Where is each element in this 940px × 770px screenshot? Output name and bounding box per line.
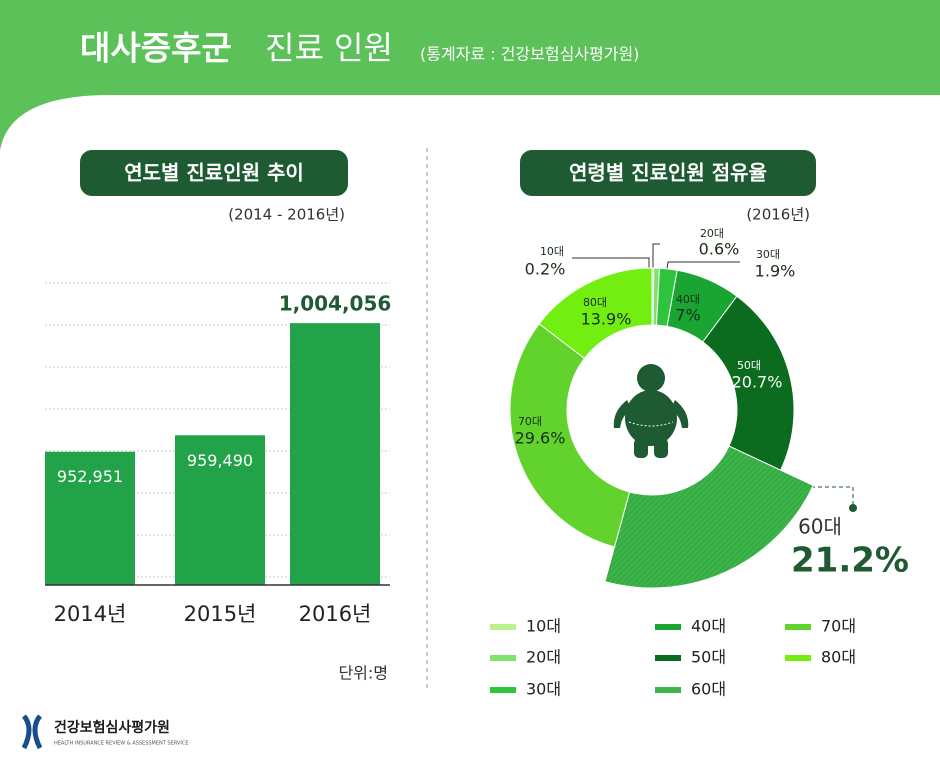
x-tick-label: 2016년 (299, 602, 372, 626)
center-icon (613, 364, 689, 458)
title-main: 대사증후군 (80, 29, 232, 68)
legend-swatch (785, 624, 811, 630)
title-pill (520, 150, 816, 196)
footer-org: 건강보험심사평가원 (54, 719, 170, 736)
legend-swatch (785, 655, 811, 661)
source: (통계자료 : 건강보험심사평가원) (420, 45, 639, 64)
slice-value: 29.6% (515, 429, 566, 448)
slice-category: 70대 (518, 415, 542, 428)
x-tick-label: 2015년 (184, 602, 257, 626)
legend-label: 80대 (821, 648, 856, 667)
x-tick-label: 2014년 (54, 602, 127, 626)
legend-swatch (490, 655, 516, 661)
logo-mark (21, 714, 43, 750)
page-background (0, 95, 940, 770)
chart-subtitle: (2016년) (746, 206, 810, 224)
slice-value: 20.7% (732, 373, 783, 392)
legend-label: 60대 (691, 680, 726, 699)
slice-category: 10대 (540, 245, 564, 258)
slice-category: 20대 (700, 227, 724, 240)
chart-title: 연령별 진료인원 점유율 (569, 161, 767, 185)
legend-label: 30대 (526, 680, 561, 699)
bar (290, 323, 380, 585)
pie-slice (702, 295, 795, 471)
leader-dot (849, 504, 857, 512)
value-label: 952,951 (57, 467, 123, 486)
footer-logo: 건강보험심사평가원 HEALTH INSURANCE REVIEW & ASSE… (21, 714, 188, 750)
legend-swatch (490, 687, 516, 693)
slice-value: 0.6% (699, 240, 740, 259)
slice-category: 80대 (583, 296, 607, 309)
legend-swatch (655, 687, 681, 693)
legend-swatch (490, 624, 516, 630)
chart-title: 연도별 진료인원 추이 (124, 161, 304, 185)
unit-label: 단위:명 (338, 664, 388, 683)
slice-value: 1.9% (755, 262, 796, 281)
title-sub: 진료 인원 (265, 29, 393, 67)
bar (45, 451, 135, 585)
slice-category: 50대 (737, 359, 761, 372)
legend-swatch (655, 624, 681, 630)
legend-label: 20대 (526, 648, 561, 667)
footer-org-en: HEALTH INSURANCE REVIEW & ASSESSMENT SER… (54, 741, 188, 747)
value-label: 1,004,056 (279, 292, 392, 316)
slice-value: 7% (675, 306, 700, 325)
bar (175, 435, 265, 585)
slice-value: 21.2% (791, 541, 909, 581)
legend-label: 70대 (821, 617, 856, 636)
title-pill (80, 150, 348, 196)
value-label: 959,490 (187, 451, 253, 470)
legend-label: 50대 (691, 648, 726, 667)
slice-value: 0.2% (525, 260, 566, 279)
slice-value: 13.9% (581, 310, 632, 329)
legend-label: 40대 (691, 617, 726, 636)
slice-category: 30대 (756, 248, 780, 261)
legend-label: 10대 (526, 617, 561, 636)
chart-subtitle: (2014 - 2016년) (228, 206, 345, 224)
slice-category: 40대 (676, 293, 700, 306)
legend-swatch (655, 655, 681, 661)
slice-category: 60대 (798, 515, 842, 539)
